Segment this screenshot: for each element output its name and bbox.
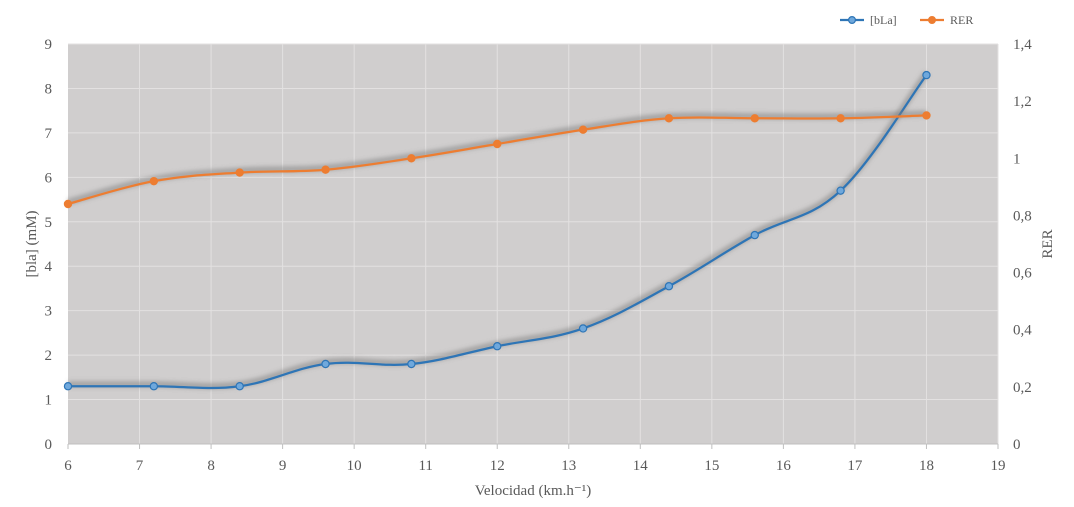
y-left-tick-label: 8 bbox=[45, 81, 53, 97]
y-left-tick-label: 4 bbox=[45, 259, 53, 275]
y-left-tick-label: 9 bbox=[45, 37, 53, 53]
x-tick-label: 14 bbox=[633, 458, 649, 474]
data-point bbox=[922, 111, 931, 120]
x-tick-label: 12 bbox=[490, 458, 505, 474]
data-point bbox=[836, 186, 845, 195]
data-point bbox=[407, 154, 416, 163]
data-point bbox=[578, 125, 588, 134]
y-right-tick-label: 0,4 bbox=[1013, 323, 1032, 339]
data-point bbox=[836, 114, 845, 123]
data-point bbox=[578, 324, 588, 333]
data-point bbox=[321, 165, 330, 174]
y-right-tick-label: 0,8 bbox=[1013, 208, 1032, 224]
legend: [bLa] RER bbox=[840, 13, 973, 27]
data-point bbox=[149, 382, 159, 391]
data-point bbox=[750, 114, 759, 123]
y-left-tick-label: 5 bbox=[45, 215, 53, 231]
series-layer bbox=[63, 70, 931, 391]
x-tick-label: 10 bbox=[347, 458, 362, 474]
axes bbox=[67, 443, 999, 449]
data-point bbox=[235, 382, 244, 391]
x-tick-label: 9 bbox=[279, 458, 287, 474]
y-right-tick-label: 0 bbox=[1013, 437, 1021, 453]
data-point bbox=[750, 230, 759, 240]
y-left-tick-label: 1 bbox=[45, 393, 53, 409]
x-tick-label: 16 bbox=[776, 458, 792, 474]
data-point bbox=[664, 282, 674, 291]
data-point bbox=[235, 168, 244, 177]
tick-labels: 6 7 8 9 10 11 12 13 14 15 16 17 18 19012345678900,20,… bbox=[45, 37, 1033, 474]
plot-area-background bbox=[68, 44, 998, 444]
x-tick-label: 8 bbox=[207, 458, 215, 474]
y-right-tick-label: 1 bbox=[1013, 151, 1021, 167]
y-axis-left-title: [bla] (mM) bbox=[24, 210, 40, 277]
data-point bbox=[664, 114, 674, 123]
data-point bbox=[493, 139, 502, 149]
series-line bbox=[68, 74, 928, 390]
series-line-shadow bbox=[68, 71, 929, 389]
x-tick-label: 17 bbox=[847, 458, 863, 474]
y-right-tick-label: 1,4 bbox=[1013, 37, 1032, 53]
y-axis-right-title: RER bbox=[1040, 229, 1056, 258]
legend-label: [bLa] bbox=[870, 13, 897, 27]
data-point bbox=[149, 176, 159, 186]
x-tick-label: 11 bbox=[418, 458, 432, 474]
data-point bbox=[922, 70, 931, 80]
legend-label: RER bbox=[950, 13, 973, 27]
x-tick-label: 19 bbox=[991, 458, 1006, 474]
data-point bbox=[63, 199, 73, 209]
y-left-tick-label: 2 bbox=[45, 348, 53, 364]
gridlines bbox=[68, 43, 999, 444]
y-left-tick-label: 7 bbox=[45, 126, 53, 142]
x-tick-label: 15 bbox=[704, 458, 719, 474]
x-tick-label: 7 bbox=[136, 458, 144, 474]
y-left-tick-label: 0 bbox=[45, 437, 53, 453]
y-right-tick-label: 0,6 bbox=[1013, 266, 1032, 282]
y-left-tick-label: 6 bbox=[45, 170, 53, 186]
x-axis-title: Velocidad (km.h⁻¹) bbox=[475, 483, 592, 499]
data-point bbox=[321, 359, 330, 369]
data-point bbox=[407, 359, 416, 369]
legend-swatch-marker bbox=[847, 16, 856, 25]
y-left-tick-label: 3 bbox=[45, 304, 53, 320]
x-tick-label: 13 bbox=[561, 458, 576, 474]
y-right-tick-label: 0,2 bbox=[1013, 380, 1032, 396]
x-tick-label: 6 bbox=[64, 458, 72, 474]
series-rer bbox=[63, 110, 931, 209]
series-bla bbox=[63, 70, 931, 391]
data-point bbox=[63, 382, 73, 391]
data-point bbox=[493, 342, 502, 351]
y-right-tick-label: 1,2 bbox=[1013, 94, 1032, 110]
legend-swatch-marker bbox=[927, 16, 936, 25]
x-tick-label: 18 bbox=[919, 458, 934, 474]
